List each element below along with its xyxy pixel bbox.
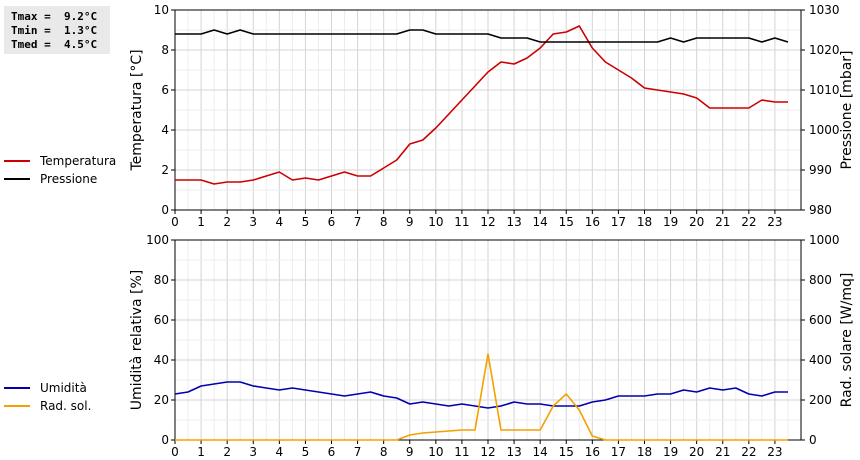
x-tick-label: 4 — [276, 445, 284, 459]
y-tick-label-left: 60 — [154, 313, 169, 327]
y-tick-label-right: 600 — [809, 313, 832, 327]
x-tick-label: 22 — [741, 215, 756, 229]
x-tick-label: 3 — [249, 215, 257, 229]
x-tick-label: 7 — [354, 445, 362, 459]
y-tick-label-right: 200 — [809, 393, 832, 407]
series-line-pressione — [175, 29, 789, 43]
legend-label: Pressione — [40, 172, 98, 186]
x-tick-label: 1 — [197, 445, 205, 459]
x-tick-label: 8 — [380, 445, 388, 459]
y-axis-title-right: Rad. solare [W/mq] — [839, 273, 855, 408]
legend-swatch — [4, 387, 30, 389]
x-tick-label: 13 — [506, 445, 521, 459]
series-line-temperatura — [175, 25, 788, 185]
x-tick-label: 19 — [663, 445, 678, 459]
legend-item: Rad. sol. — [4, 397, 91, 415]
x-tick-label: 14 — [533, 445, 548, 459]
stat-tmed: Tmed = 4.5°C — [11, 38, 98, 51]
x-tick-label: 9 — [406, 215, 414, 229]
legend-swatch — [4, 160, 30, 162]
y-tick-label-left: 4 — [161, 123, 169, 137]
y-tick-label-right: 0 — [809, 433, 817, 447]
y-tick-label-right: 1000 — [809, 233, 840, 247]
legend-item: Temperatura — [4, 152, 116, 170]
y-tick-label-left: 100 — [146, 233, 169, 247]
x-tick-label: 6 — [328, 215, 336, 229]
stats-box: Tmax = 9.2°C Tmin = 1.3°C Tmed = 4.5°C — [4, 6, 110, 54]
y-tick-label-right: 1030 — [809, 3, 840, 17]
y-tick-label-left: 0 — [161, 203, 169, 217]
y-axis-title-right: Pressione [mbar] — [839, 50, 855, 169]
x-tick-label: 5 — [302, 445, 310, 459]
x-tick-label: 16 — [585, 445, 600, 459]
y-axis-title-left: Umidità relativa [%] — [129, 270, 145, 411]
x-tick-label: 17 — [611, 445, 626, 459]
x-tick-label: 21 — [715, 445, 730, 459]
x-tick-label: 23 — [767, 215, 782, 229]
x-tick-label: 5 — [302, 215, 310, 229]
y-tick-label-right: 1000 — [809, 123, 840, 137]
legend-swatch — [4, 405, 30, 407]
series-line-umidit — [174, 381, 788, 409]
legend-item: Umidità — [4, 379, 91, 397]
y-tick-label-left: 6 — [161, 83, 169, 97]
y-tick-label-right: 980 — [809, 203, 832, 217]
x-tick-label: 21 — [715, 215, 730, 229]
x-tick-label: 0 — [171, 445, 179, 459]
x-tick-label: 7 — [354, 215, 362, 229]
y-tick-label-right: 1010 — [809, 83, 840, 97]
x-tick-label: 3 — [249, 445, 257, 459]
x-tick-label: 11 — [454, 215, 469, 229]
x-tick-label: 10 — [428, 215, 443, 229]
x-tick-label: 12 — [480, 445, 495, 459]
y-tick-label-right: 800 — [809, 273, 832, 287]
y-tick-label-left: 80 — [154, 273, 169, 287]
y-tick-label-right: 1020 — [809, 43, 840, 57]
legend-top: Temperatura Pressione — [4, 152, 116, 188]
legend-swatch — [4, 178, 30, 180]
y-tick-label-right: 400 — [809, 353, 832, 367]
x-tick-label: 9 — [406, 445, 414, 459]
x-tick-label: 8 — [380, 215, 388, 229]
legend-label: Rad. sol. — [40, 399, 92, 413]
x-tick-label: 18 — [637, 215, 652, 229]
y-tick-label-left: 2 — [161, 163, 169, 177]
stat-tmax: Tmax = 9.2°C — [11, 10, 98, 23]
x-tick-label: 15 — [559, 215, 574, 229]
x-tick-label: 18 — [637, 445, 652, 459]
x-tick-label: 20 — [689, 215, 704, 229]
x-tick-label: 19 — [663, 215, 678, 229]
legend-item: Pressione — [4, 170, 116, 188]
stat-tmin: Tmin = 1.3°C — [11, 24, 98, 37]
y-axis-title-left: Temperatura [°C] — [129, 49, 145, 171]
x-tick-label: 14 — [533, 215, 548, 229]
x-tick-label: 12 — [480, 215, 495, 229]
x-tick-label: 11 — [454, 445, 469, 459]
x-tick-label: 6 — [328, 445, 336, 459]
x-tick-label: 15 — [559, 445, 574, 459]
x-tick-label: 13 — [506, 215, 521, 229]
x-tick-label: 17 — [611, 215, 626, 229]
series-line-rad-sol — [175, 353, 788, 441]
x-tick-label: 23 — [767, 445, 782, 459]
y-tick-label-right: 990 — [809, 163, 832, 177]
x-tick-label: 4 — [276, 215, 284, 229]
x-tick-label: 16 — [585, 215, 600, 229]
legend-bottom: Umidità Rad. sol. — [4, 379, 91, 415]
x-tick-label: 2 — [223, 445, 231, 459]
y-tick-label-left: 0 — [161, 433, 169, 447]
x-tick-label: 22 — [741, 445, 756, 459]
legend-label: Umidità — [40, 381, 87, 395]
x-tick-label: 1 — [197, 215, 205, 229]
x-tick-label: 10 — [428, 445, 443, 459]
x-tick-label: 2 — [223, 215, 231, 229]
x-tick-label: 0 — [171, 215, 179, 229]
x-tick-label: 20 — [689, 445, 704, 459]
y-tick-label-left: 20 — [154, 393, 169, 407]
y-tick-label-left: 10 — [154, 3, 169, 17]
legend-label: Temperatura — [40, 154, 117, 168]
y-tick-label-left: 8 — [161, 43, 169, 57]
y-tick-label-left: 40 — [154, 353, 169, 367]
